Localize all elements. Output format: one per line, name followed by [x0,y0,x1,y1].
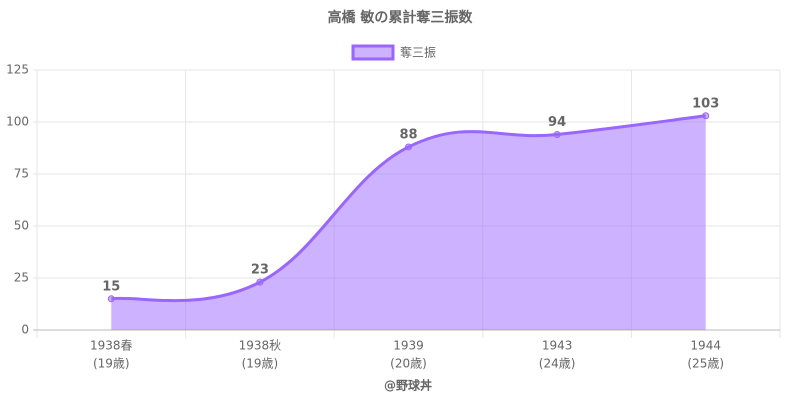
point [702,112,710,120]
x-tick-label: 1938春 [90,339,133,353]
area [111,115,706,330]
point [256,278,264,286]
y-tick-label: 50 [14,219,29,233]
y-tick-label: 125 [6,63,29,77]
data-label: 94 [548,115,566,130]
chart-title: 高橋 敏の累計奪三振数 [328,9,474,26]
x-tick-label: 1943 [542,339,573,353]
data-label: 23 [251,263,269,278]
point [107,295,115,303]
data-label: 15 [102,279,120,294]
x-tick-label: 1944 [690,339,721,353]
x-tick-label: (24歳) [539,357,576,371]
y-tick-label: 100 [6,115,29,129]
y-tick-label: 75 [14,167,29,181]
point [553,130,561,138]
data-label: 88 [399,127,417,142]
point [405,143,412,151]
x-tick-label: (25歳) [687,357,724,371]
x-tick-label: (19歳) [242,357,279,371]
x-tick-label: 1939 [393,339,424,353]
legend-label: 奪三振 [400,45,436,60]
x-tick-label: (19歳) [93,357,130,371]
data-label: 103 [692,96,719,111]
legend-swatch [351,44,395,61]
x-tick-label: (20歳) [390,357,427,371]
y-tick-label: 0 [21,323,29,337]
y-tick-label: 25 [14,271,29,285]
x-axis-title: @野球丼 [384,378,432,393]
x-tick-label: 1938秋 [239,339,282,353]
